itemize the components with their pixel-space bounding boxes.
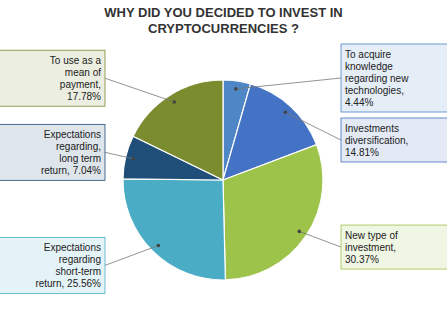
slice-label-group: New type ofinvestment,30.37% [298, 225, 447, 269]
title: WHY DID YOU DECIDED TO INVEST INCRYPTOCU… [104, 5, 342, 36]
slice-label-group: Investmentsdiversification,14.81% [284, 111, 447, 162]
slice-label-group: Expectationsregarding,long termreturn, 7… [0, 124, 135, 180]
label-box [341, 225, 447, 269]
label-box [341, 118, 447, 162]
slice-label: New type ofinvestment,30.37% [345, 230, 398, 265]
pie-slice [123, 179, 225, 280]
slice-label-group: Expectationsregardingshort-termreturn, 2… [0, 237, 160, 293]
leader-line [105, 78, 174, 102]
labels: To acquireknowledgeregarding newtechnolo… [0, 44, 447, 293]
slice-label-group: To use as amean ofpayment,17.78% [0, 50, 176, 106]
pie [123, 80, 323, 280]
leader-line [285, 112, 341, 140]
label-box [0, 50, 105, 106]
leader-dot [157, 244, 161, 248]
pie-slice [223, 145, 323, 280]
leader-line [105, 245, 158, 265]
chart: WHY DID YOU DECIDED TO INVEST INCRYPTOCU… [0, 0, 447, 316]
pie-slice [133, 80, 223, 180]
slice-label: Expectationsregarding,long termreturn, 7… [41, 129, 101, 176]
slice-label: To acquireknowledgeregarding newtechnolo… [345, 49, 409, 108]
leader-line [236, 78, 341, 89]
chart-container: WHY DID YOU DECIDED TO INVEST INCRYPTOCU… [0, 0, 447, 316]
slice-label: Expectationsregardingshort-termreturn, 2… [35, 242, 101, 289]
leader-dot [132, 157, 136, 161]
leader-dot [284, 111, 288, 115]
leader-line [299, 231, 341, 247]
label-box [0, 124, 105, 180]
leader-dot [172, 100, 176, 104]
slice-label-group: To acquireknowledgeregarding newtechnolo… [234, 44, 447, 112]
label-box [341, 44, 447, 112]
leader-dot [234, 87, 238, 91]
label-box [0, 237, 105, 293]
leader-dot [298, 230, 302, 234]
slice-label: To use as amean ofpayment,17.78% [50, 55, 102, 102]
slice-label: Investmentsdiversification,14.81% [345, 123, 408, 158]
leader-line [105, 152, 133, 158]
